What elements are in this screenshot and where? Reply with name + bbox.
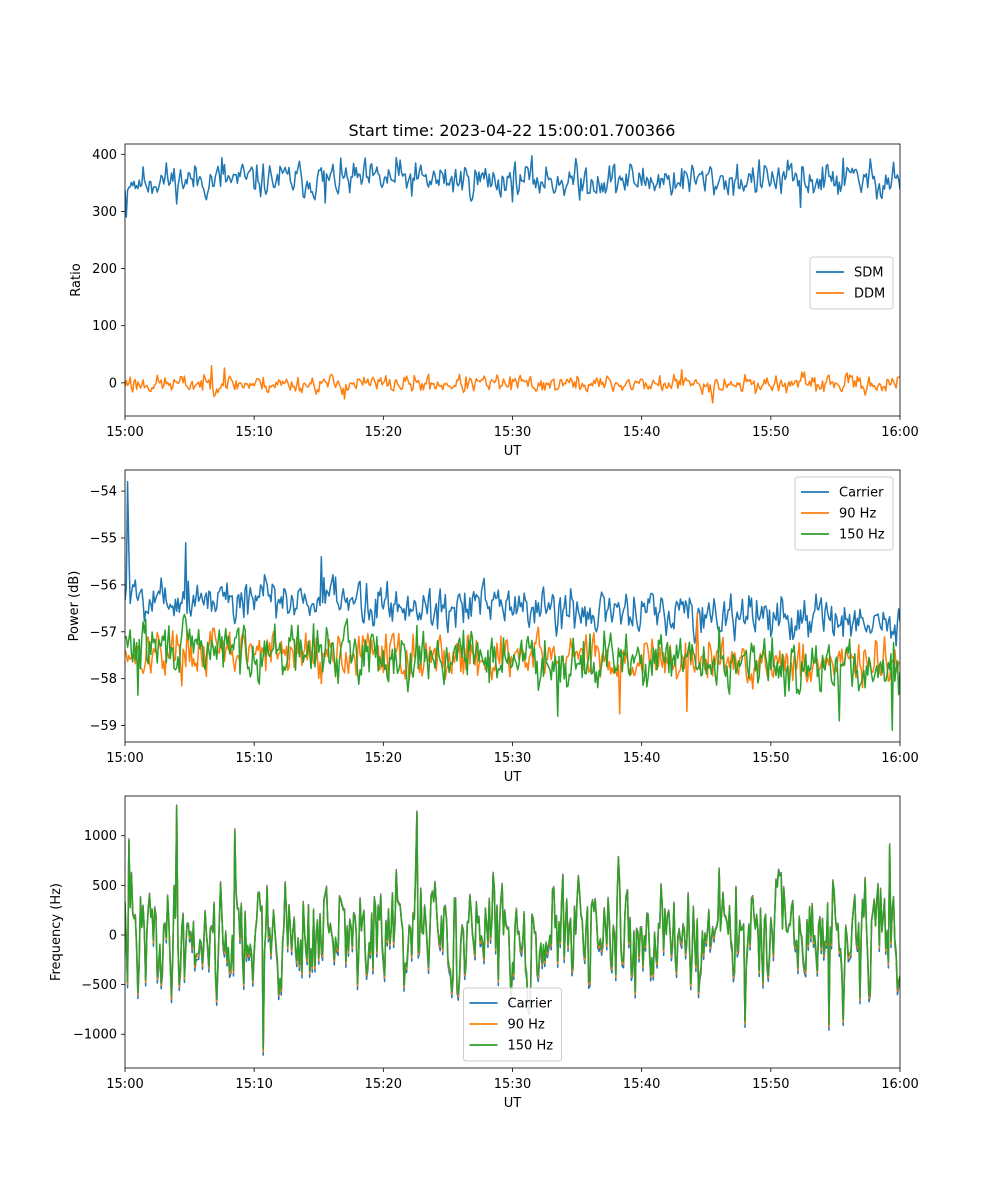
legend-entry: 90 Hz <box>508 1018 545 1033</box>
y-tick-label: −59 <box>90 719 117 734</box>
y-tick-label: −58 <box>90 672 117 687</box>
frequency-panel: 15:00 15:10 15:20 15:30 15:40 15:50 16:00 1000 5… <box>49 795 919 1111</box>
x-tick-label: 15:10 <box>235 1077 272 1092</box>
legend-entry: 150 Hz <box>508 1039 554 1054</box>
y-tick-label: 0 <box>109 928 117 943</box>
y-tick-label: −54 <box>90 485 117 500</box>
x-tick-label: 15:50 <box>752 751 789 766</box>
ratio-panel-lines <box>125 155 900 404</box>
y-tick-label: −500 <box>81 978 117 993</box>
x-tick-label: 15:30 <box>494 425 531 440</box>
y-tick-label: 500 <box>92 879 117 894</box>
series-line-150-hz <box>125 613 900 732</box>
power-panel: 15:00 15:10 15:20 15:30 15:40 15:50 16:00 −54 −5… <box>67 469 919 785</box>
frequency-panel-lines <box>125 804 900 1056</box>
x-tick-label: 15:50 <box>752 1077 789 1092</box>
legend-entry: 150 Hz <box>839 528 885 543</box>
series-line-ddm <box>125 364 900 404</box>
x-tick-label: 15:40 <box>623 1077 660 1092</box>
y-tick-label: −55 <box>90 532 117 547</box>
x-axis-label: UT <box>504 770 522 785</box>
x-tick-label: 15:00 <box>106 1077 143 1092</box>
power-panel-lines <box>125 480 900 732</box>
legend-box <box>463 987 562 1062</box>
y-axis-label: Power (dB) <box>67 571 82 642</box>
x-tick-label: 16:00 <box>881 1077 918 1092</box>
x-tick-label: 15:30 <box>494 751 531 766</box>
panels: 15:00 15:10 15:20 15:30 15:40 15:50 16:00 0 100 2… <box>49 143 919 1111</box>
series-line-sdm <box>125 155 900 218</box>
figure-title: Start time: 2023-04-22 15:00:01.700366 <box>349 121 676 140</box>
legend-entry: 90 Hz <box>839 507 876 522</box>
x-tick-label: 15:40 <box>623 751 660 766</box>
legend: SDM DDM <box>809 256 894 310</box>
y-tick-label: 100 <box>92 319 117 334</box>
y-tick-label: −56 <box>90 578 117 593</box>
x-tick-label: 15:00 <box>106 751 143 766</box>
y-tick-label: 300 <box>92 205 117 220</box>
x-tick-label: 15:30 <box>494 1077 531 1092</box>
legend-entry: SDM <box>854 266 883 281</box>
y-axis-label: Frequency (Hz) <box>49 883 64 981</box>
x-tick-label: 15:20 <box>365 751 402 766</box>
x-tick-label: 15:00 <box>106 425 143 440</box>
y-tick-label: −1000 <box>73 1028 117 1043</box>
legend-box <box>809 256 894 310</box>
y-axis-label: Ratio <box>69 263 84 296</box>
y-tick-label: 400 <box>92 148 117 163</box>
legend-entry: Carrier <box>839 486 884 501</box>
x-tick-label: 15:10 <box>235 425 272 440</box>
legend: Carrier 90 Hz 150 Hz <box>463 987 562 1062</box>
x-tick-label: 15:20 <box>365 1077 402 1092</box>
ratio-panel: 15:00 15:10 15:20 15:30 15:40 15:50 16:00 0 100 2… <box>69 143 919 459</box>
y-tick-label: 200 <box>92 262 117 277</box>
x-tick-label: 16:00 <box>881 425 918 440</box>
legend-entry: DDM <box>854 287 885 302</box>
x-tick-label: 16:00 <box>881 751 918 766</box>
x-axis-label: UT <box>504 444 522 459</box>
legend-entry: Carrier <box>508 997 553 1012</box>
x-tick-label: 15:10 <box>235 751 272 766</box>
y-tick-label: −57 <box>90 625 117 640</box>
y-tick-label: 0 <box>109 376 117 391</box>
x-tick-label: 15:20 <box>365 425 402 440</box>
legend: Carrier 90 Hz 150 Hz <box>794 476 894 551</box>
y-tick-label: 1000 <box>84 829 117 844</box>
x-axis-label: UT <box>504 1096 522 1111</box>
series-line-150-hz <box>125 806 900 1050</box>
series-line-carrier <box>125 480 900 647</box>
x-tick-label: 15:50 <box>752 425 789 440</box>
x-tick-label: 15:40 <box>623 425 660 440</box>
legend-box <box>794 476 894 551</box>
